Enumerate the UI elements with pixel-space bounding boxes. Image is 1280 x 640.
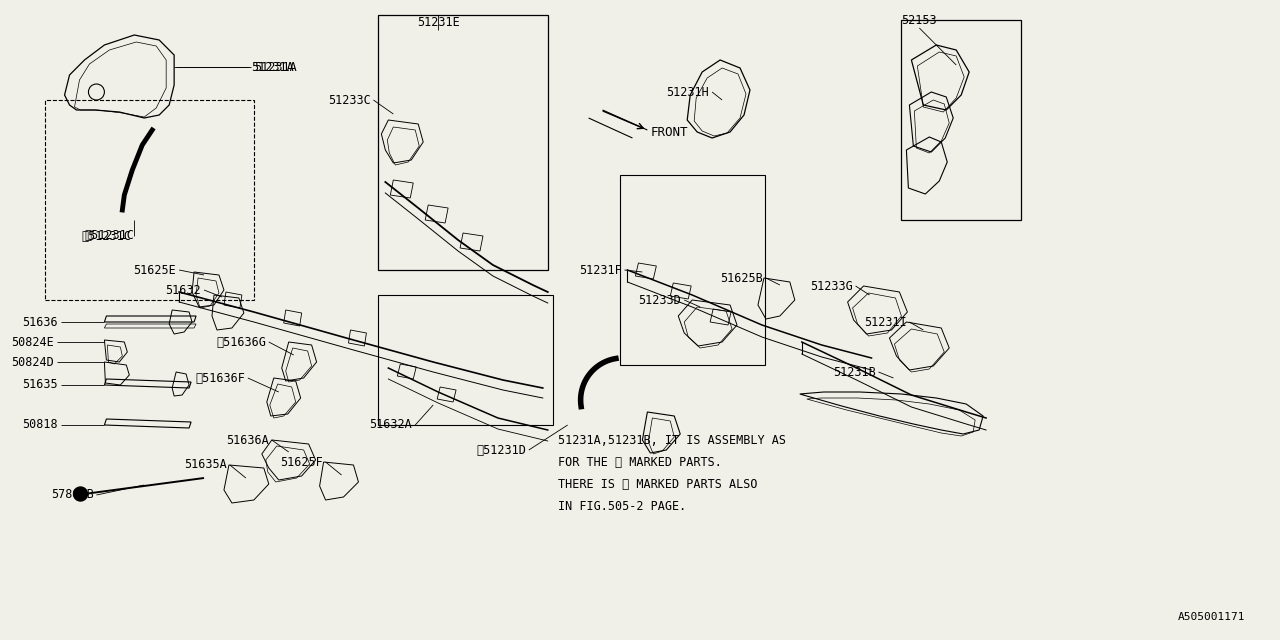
Text: 51231I: 51231I xyxy=(864,316,906,328)
Text: 52153: 52153 xyxy=(901,13,937,26)
Text: FRONT: FRONT xyxy=(650,125,687,138)
Text: 51635: 51635 xyxy=(22,378,58,392)
Text: ※51231D: ※51231D xyxy=(476,444,526,456)
Text: 51625F: 51625F xyxy=(280,456,323,468)
Text: ※51636F: ※51636F xyxy=(195,371,244,385)
Text: 51231H: 51231H xyxy=(667,86,709,99)
Text: 51231A: 51231A xyxy=(253,61,297,74)
Text: 51233D: 51233D xyxy=(639,294,681,307)
Text: 51625B: 51625B xyxy=(721,271,763,285)
Bar xyxy=(901,20,1021,220)
Text: 50818: 50818 xyxy=(22,419,58,431)
Text: ※51636G: ※51636G xyxy=(216,335,266,349)
Text: 51636: 51636 xyxy=(22,316,58,328)
Text: A505001171: A505001171 xyxy=(1178,612,1245,622)
Text: IN FIG.505-2 PAGE.: IN FIG.505-2 PAGE. xyxy=(558,499,686,513)
Text: 51636A: 51636A xyxy=(227,433,269,447)
Circle shape xyxy=(73,487,87,501)
Text: THERE IS ※ MARKED PARTS ALSO: THERE IS ※ MARKED PARTS ALSO xyxy=(558,477,758,490)
Text: 51625E: 51625E xyxy=(133,264,177,276)
Text: 51231B: 51231B xyxy=(833,365,876,378)
Bar xyxy=(379,295,553,425)
Text: 51632: 51632 xyxy=(165,284,201,296)
Text: 51231A: 51231A xyxy=(251,61,293,74)
Text: 51231E: 51231E xyxy=(417,15,460,29)
Text: 50824D: 50824D xyxy=(10,355,54,369)
Text: 51231A,51231B, IT IS ASSEMBLY AS: 51231A,51231B, IT IS ASSEMBLY AS xyxy=(558,433,786,447)
Bar xyxy=(621,175,765,365)
Bar xyxy=(379,15,548,270)
Text: FOR THE ※ MARKED PARTS.: FOR THE ※ MARKED PARTS. xyxy=(558,456,722,468)
Text: 51231F: 51231F xyxy=(579,264,622,276)
Bar xyxy=(45,100,253,300)
Text: 51635A: 51635A xyxy=(184,458,227,472)
Text: 51233G: 51233G xyxy=(810,280,852,292)
Text: ※51231C: ※51231C xyxy=(82,230,132,243)
Text: 57801B: 57801B xyxy=(51,488,93,502)
Text: 51632A: 51632A xyxy=(370,419,412,431)
Text: 50824E: 50824E xyxy=(10,335,54,349)
Text: 51233C: 51233C xyxy=(328,93,370,106)
Text: ※51231C: ※51231C xyxy=(84,228,134,241)
